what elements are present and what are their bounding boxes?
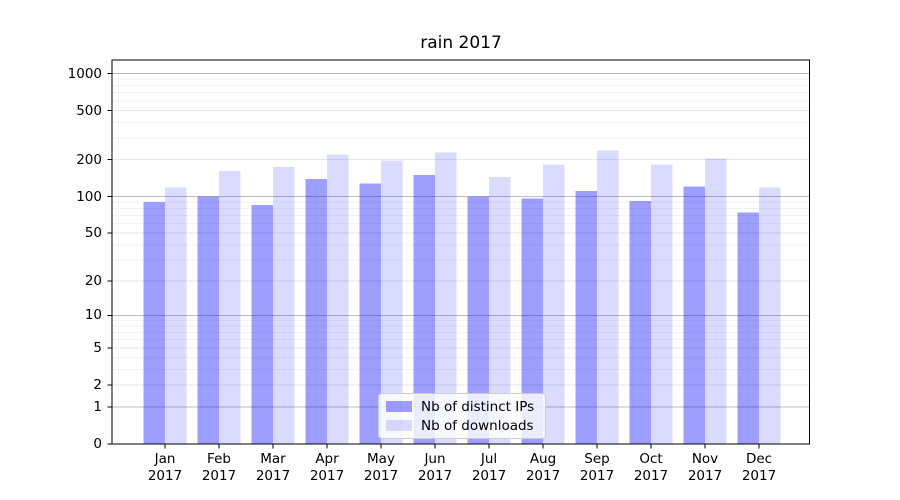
bar-downloads-jan	[165, 187, 187, 444]
bar-distinct-ips-jul	[467, 196, 489, 444]
bar-downloads-oct	[651, 164, 673, 444]
bar-distinct-ips-nov	[683, 186, 705, 444]
legend-swatch-distinct-ips	[386, 401, 412, 412]
legend-label-distinct-ips: Nb of distinct IPs	[421, 398, 535, 415]
bar-downloads-dec	[759, 187, 781, 444]
bar-distinct-ips-dec	[737, 212, 759, 444]
bar-downloads-mar	[273, 166, 295, 445]
bar-downloads-sep	[597, 150, 619, 444]
bar-downloads-jul	[489, 177, 511, 444]
legend-item-distinct-ips: Nb of distinct IPs	[386, 399, 545, 415]
plot-border	[111, 59, 811, 445]
bar-distinct-ips-oct	[629, 201, 651, 444]
bar-distinct-ips-jun	[413, 175, 435, 444]
bar-distinct-ips-jan	[143, 202, 165, 444]
bar-distinct-ips-aug	[521, 198, 543, 444]
legend-item-downloads: Nb of downloads	[386, 418, 545, 434]
bar-downloads-apr	[327, 154, 349, 444]
legend: Nb of distinct IPs Nb of downloads	[378, 393, 546, 439]
bar-downloads-feb	[219, 171, 241, 444]
bar-distinct-ips-sep	[575, 191, 597, 444]
legend-swatch-downloads	[386, 420, 412, 431]
bar-distinct-ips-apr	[305, 179, 327, 444]
bar-distinct-ips-feb	[197, 196, 219, 444]
bar-downloads-jun	[435, 152, 457, 444]
legend-label-downloads: Nb of downloads	[421, 417, 534, 434]
chart-title: rain 2017	[420, 33, 502, 53]
bar-downloads-nov	[705, 158, 727, 444]
bar-downloads-may	[381, 160, 403, 444]
bar-distinct-ips-may	[359, 183, 381, 444]
bar-downloads-aug	[543, 164, 565, 444]
bar-distinct-ips-mar	[251, 205, 273, 444]
